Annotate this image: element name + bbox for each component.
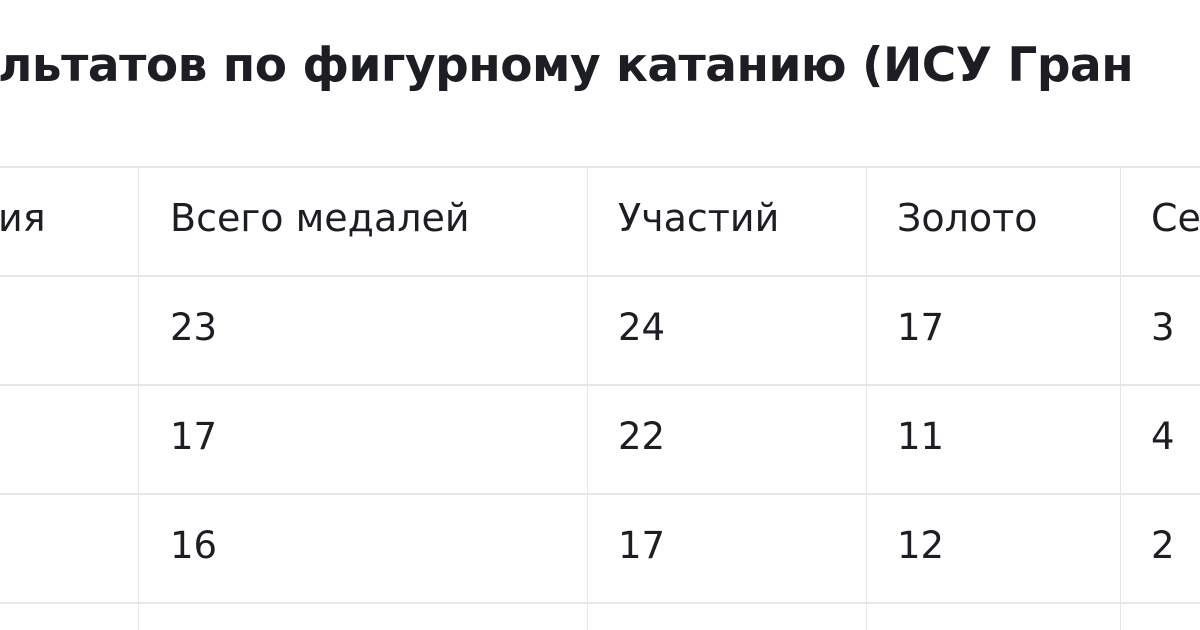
- divider: [138, 166, 139, 630]
- header-cell: ия: [0, 196, 46, 240]
- table-cell: 17: [897, 306, 945, 349]
- divider: [866, 166, 867, 630]
- table-cell: 24: [618, 306, 666, 349]
- divider: [0, 493, 1200, 495]
- header-cell: Золото: [897, 196, 1038, 240]
- table-cell: 17: [618, 524, 666, 567]
- table-cell: 11: [897, 415, 945, 458]
- table-cell: 4: [1151, 415, 1175, 458]
- header-cell: Участий: [618, 196, 780, 240]
- table-cell: 12: [897, 524, 945, 567]
- divider: [0, 602, 1200, 604]
- page-title: льтатов по фигурному катанию (ИСУ Гран: [0, 38, 1134, 93]
- divider: [0, 275, 1200, 277]
- table-cell: 16: [170, 524, 218, 567]
- header-cell: Се: [1151, 196, 1200, 240]
- divider: [0, 384, 1200, 386]
- divider: [1120, 166, 1121, 630]
- table-cell: 2: [1151, 524, 1175, 567]
- divider: [0, 166, 1200, 168]
- table-cell: 22: [618, 415, 666, 458]
- table-cell: 23: [170, 306, 218, 349]
- table-cell: 3: [1151, 306, 1175, 349]
- divider: [587, 166, 588, 630]
- header-cell: Всего медалей: [170, 196, 470, 240]
- table-cell: 17: [170, 415, 218, 458]
